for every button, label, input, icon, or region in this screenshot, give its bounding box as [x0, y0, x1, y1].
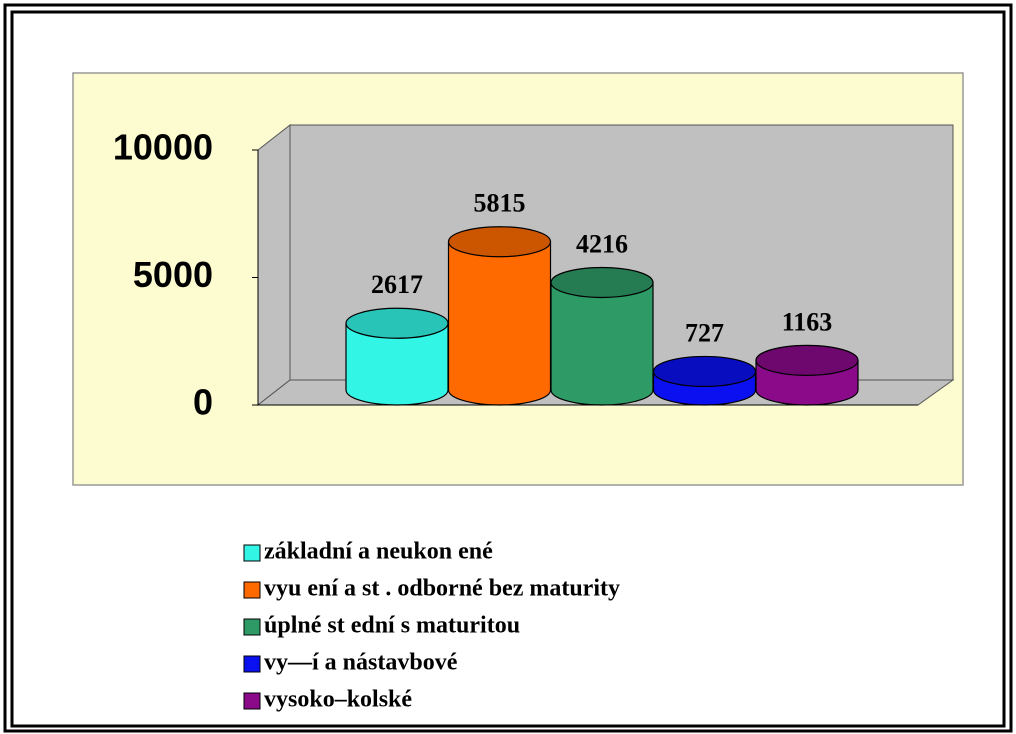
value-label: 5815	[474, 189, 526, 218]
side-wall	[257, 123, 291, 407]
outer-frame	[3, 3, 1013, 733]
bar-top	[550, 266, 654, 299]
inner-frame	[10, 10, 1006, 728]
value-label: 1163	[782, 307, 833, 336]
bar-top	[447, 226, 552, 258]
value-label: 727	[685, 318, 724, 347]
value-label: 4216	[576, 229, 628, 258]
legend-label: úplné st ední s maturitou	[264, 613, 520, 639]
y-tick-label: 0	[193, 382, 213, 423]
bar-body	[345, 322, 449, 406]
legend-label: základní a neukon ené	[264, 539, 493, 565]
bar-top	[755, 344, 859, 376]
legend-label: vysoko–kolské	[264, 687, 412, 713]
bar-top	[345, 307, 449, 339]
legend-swatch	[243, 692, 261, 710]
legend-swatch	[243, 618, 261, 636]
value-label: 2617	[371, 270, 423, 299]
bar-body	[447, 241, 552, 406]
bar-body	[550, 281, 654, 406]
bar-top	[652, 355, 757, 388]
legend-label: vyu ení a st . odborné bez maturity	[264, 576, 620, 602]
legend-label: vy—í a nástavbové	[264, 650, 458, 676]
legend-swatch	[243, 655, 261, 673]
legend-swatch	[243, 581, 261, 599]
y-tick-label: 5000	[133, 254, 213, 295]
legend-swatch	[243, 544, 261, 562]
y-tick-label: 10000	[113, 127, 213, 168]
